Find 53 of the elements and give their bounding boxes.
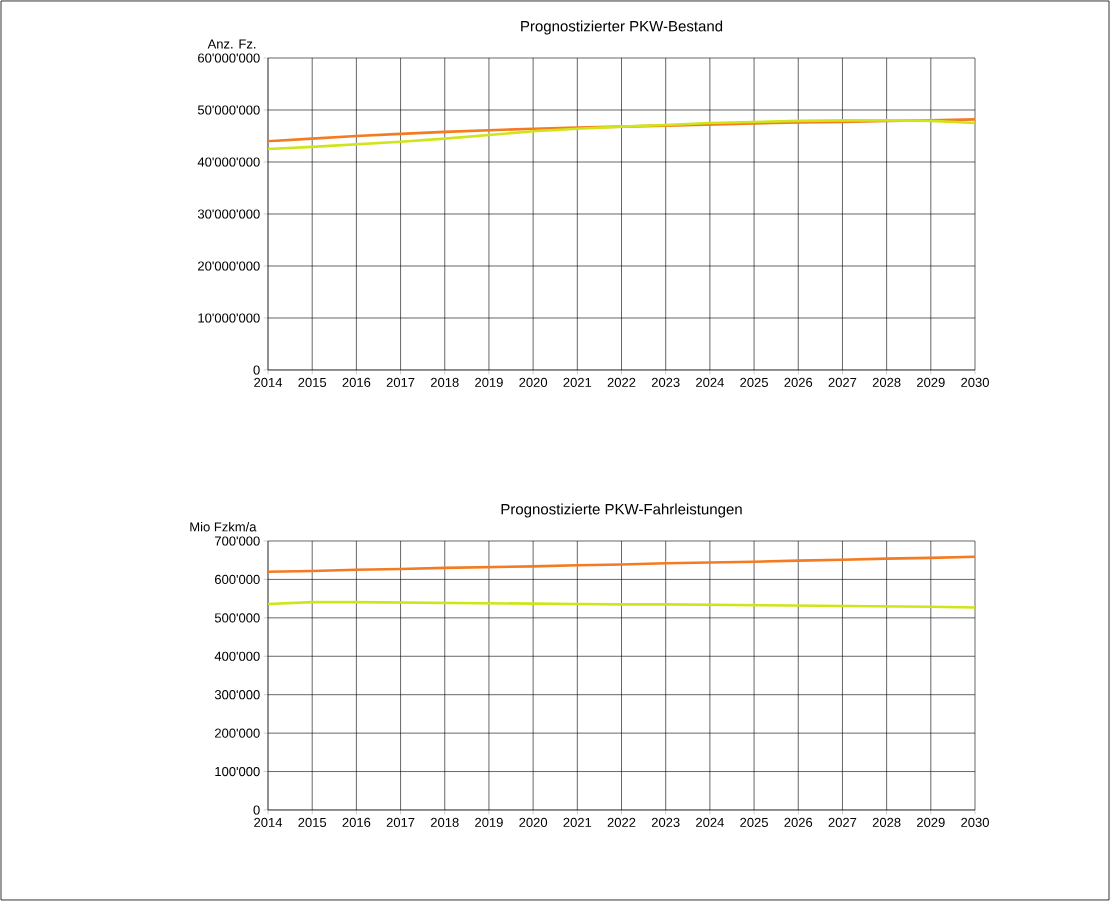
x-tick-label: 2020 (519, 817, 548, 827)
x-tick-label: 2014 (254, 817, 283, 827)
y-tick-label: 500'000 (214, 613, 260, 623)
y-axis-title: Anz. Fz. (207, 39, 256, 49)
y-tick-label: 200'000 (215, 728, 260, 738)
x-tick-label: 2024 (696, 377, 724, 387)
x-tick-label: 2015 (298, 377, 327, 387)
chart-title: Prognostizierte PKW-Fahrleistungen (501, 503, 742, 518)
x-tick-label: 2019 (475, 377, 503, 387)
y-axis-title: Mio Fzkm/a (190, 521, 257, 532)
x-tick-label: 2017 (386, 817, 415, 827)
x-tick-label: 2025 (740, 377, 768, 387)
x-tick-label: 2023 (651, 817, 680, 827)
x-tick-label: 2029 (917, 377, 945, 387)
x-tick-label: 2021 (563, 817, 592, 827)
x-tick-label: 2030 (961, 377, 989, 387)
x-tick-label: 2028 (872, 377, 901, 387)
x-tick-label: 2021 (563, 377, 592, 387)
x-tick-label: 2029 (917, 817, 945, 827)
x-tick-label: 2022 (607, 817, 636, 827)
y-tick-label: 40'000'000 (197, 157, 260, 167)
x-tick-label: 2020 (519, 377, 548, 387)
x-tick-label: 2019 (475, 817, 503, 827)
x-tick-label: 2024 (696, 817, 724, 827)
chart-title: Prognostizierter PKW-Bestand (521, 20, 723, 35)
y-tick-label: 10'000'000 (198, 313, 260, 323)
x-tick-label: 2026 (784, 377, 813, 387)
x-tick-label: 2018 (430, 377, 459, 387)
x-tick-label: 2015 (298, 817, 327, 827)
y-tick-label: 20'000'000 (198, 261, 260, 271)
y-tick-label: 600'000 (215, 574, 260, 585)
x-tick-label: 2027 (828, 377, 857, 387)
y-tick-label: 100'000 (215, 766, 260, 777)
y-tick-label: 400'000 (214, 651, 260, 661)
x-tick-label: 2018 (430, 817, 459, 827)
y-tick-label: 300'000 (214, 690, 260, 700)
y-tick-label: 0 (253, 365, 260, 375)
x-tick-label: 2030 (961, 817, 989, 827)
x-tick-label: 2023 (651, 377, 680, 387)
x-tick-label: 2025 (740, 817, 768, 827)
x-tick-label: 2026 (784, 817, 813, 827)
x-tick-label: 2017 (386, 377, 415, 387)
x-tick-label: 2027 (828, 817, 857, 827)
y-tick-label: 700'000 (215, 536, 260, 546)
x-tick-label: 2016 (342, 817, 371, 827)
y-tick-label: 60'000'000 (198, 53, 260, 63)
x-tick-label: 2014 (254, 377, 283, 387)
y-tick-label: 30'000'000 (197, 209, 260, 219)
x-tick-label: 2016 (342, 377, 371, 387)
y-tick-label: 50'000'000 (197, 105, 260, 115)
y-tick-label: 0 (253, 805, 260, 815)
x-tick-label: 2028 (872, 817, 901, 827)
x-tick-label: 2022 (607, 377, 636, 387)
